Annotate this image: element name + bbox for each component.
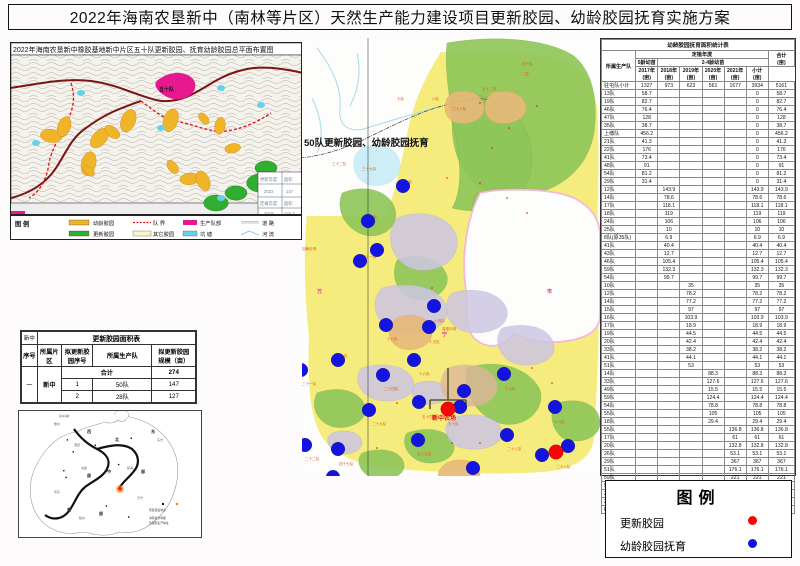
svg-text:面积: 面积	[284, 200, 293, 207]
svg-text:2022年海南农垦新中橡胶基地新中片区五十队更新胶园、抚育幼: 2022年海南农垦新中橡胶基地新中片区五十队更新胶园、抚育幼龄胶园总平面布置图	[13, 45, 274, 54]
svg-text:项目建设地点: 项目建设地点	[149, 508, 166, 512]
svg-text:更新胶园: 更新胶园	[93, 230, 114, 238]
svg-text:三十九队: 三十九队	[362, 166, 377, 171]
svg-text:四十七队: 四十七队	[339, 461, 354, 466]
svg-text:2022: 2022	[264, 189, 274, 194]
svg-text:河 流: 河 流	[262, 230, 275, 238]
svg-text:50队更新胶园、幼龄胶园抚育: 50队更新胶园、幼龄胶园抚育	[304, 137, 429, 149]
svg-text:二十九队: 二十九队	[372, 421, 387, 426]
svg-text:市: 市	[547, 288, 552, 295]
svg-text:其它胶园: 其它胶园	[153, 230, 174, 238]
svg-text:及国有生产单位: 及国有生产单位	[149, 521, 169, 525]
svg-text:中: 中	[107, 468, 111, 475]
svg-text:三十二队: 三十二队	[332, 161, 347, 166]
svg-text:澄迈: 澄迈	[74, 442, 80, 447]
svg-text:二十八队: 二十八队	[556, 464, 571, 469]
svg-text:万宁: 万宁	[137, 495, 143, 500]
svg-text:陵水: 陵水	[79, 515, 85, 520]
svg-text:二十一队: 二十一队	[302, 381, 317, 386]
svg-text:更新年度: 更新年度	[260, 176, 278, 183]
svg-text:五十五队: 五十五队	[12, 214, 28, 215]
svg-text:幼龄胶园: 幼龄胶园	[93, 219, 114, 227]
svg-text:十六队: 十六队	[419, 371, 430, 376]
svg-text:宁: 宁	[442, 331, 447, 338]
svg-text:三十八队: 三十八队	[452, 106, 467, 111]
svg-text:队 界: 队 界	[153, 219, 166, 227]
svg-text:四十队: 四十队	[522, 61, 533, 66]
svg-text:五十五队: 五十五队	[417, 451, 432, 456]
svg-text:加朝分场: 加朝分场	[302, 246, 317, 251]
svg-text:五十二队: 五十二队	[482, 86, 497, 91]
svg-text:二十四队: 二十四队	[384, 386, 399, 391]
svg-text:十五队: 十五队	[429, 339, 440, 344]
svg-text:十九队: 十九队	[387, 336, 398, 341]
svg-text:五十队: 五十队	[159, 86, 175, 93]
svg-text:生产队部: 生产队部	[200, 219, 222, 227]
svg-text:万: 万	[316, 288, 322, 295]
svg-text:香楼分场: 香楼分场	[442, 326, 457, 331]
svg-text:道 路: 道 路	[262, 219, 275, 227]
svg-text:儋州: 儋州	[54, 421, 60, 426]
svg-text:2018: 2018	[264, 211, 274, 215]
svg-text:七队: 七队	[397, 96, 405, 101]
svg-text:十九队: 十九队	[554, 419, 565, 424]
svg-text:二十二队: 二十二队	[305, 456, 320, 461]
svg-text:二队: 二队	[522, 71, 530, 76]
svg-text:图 例: 图 例	[15, 219, 29, 228]
svg-text:二十八队: 二十八队	[507, 446, 522, 451]
svg-text:147: 147	[286, 189, 294, 194]
svg-text:琼州海峡: 琼州海峡	[59, 414, 70, 418]
svg-text:海南省分场级: 海南省分场级	[149, 516, 166, 520]
svg-text:东方: 东方	[157, 437, 163, 442]
svg-text:屯昌: 屯昌	[81, 465, 87, 470]
svg-text:琼海: 琼海	[127, 465, 133, 470]
svg-text:六队: 六队	[432, 96, 440, 101]
svg-text:坑 塘: 坑 塘	[200, 230, 213, 238]
svg-text:面积: 面积	[284, 176, 293, 183]
svg-text:定植年度: 定植年度	[260, 200, 278, 207]
svg-text:132.3: 132.3	[284, 211, 295, 215]
svg-text:十四队: 十四队	[434, 318, 445, 323]
svg-text:乐东: 乐东	[54, 489, 60, 494]
svg-text:十六队: 十六队	[505, 386, 516, 391]
